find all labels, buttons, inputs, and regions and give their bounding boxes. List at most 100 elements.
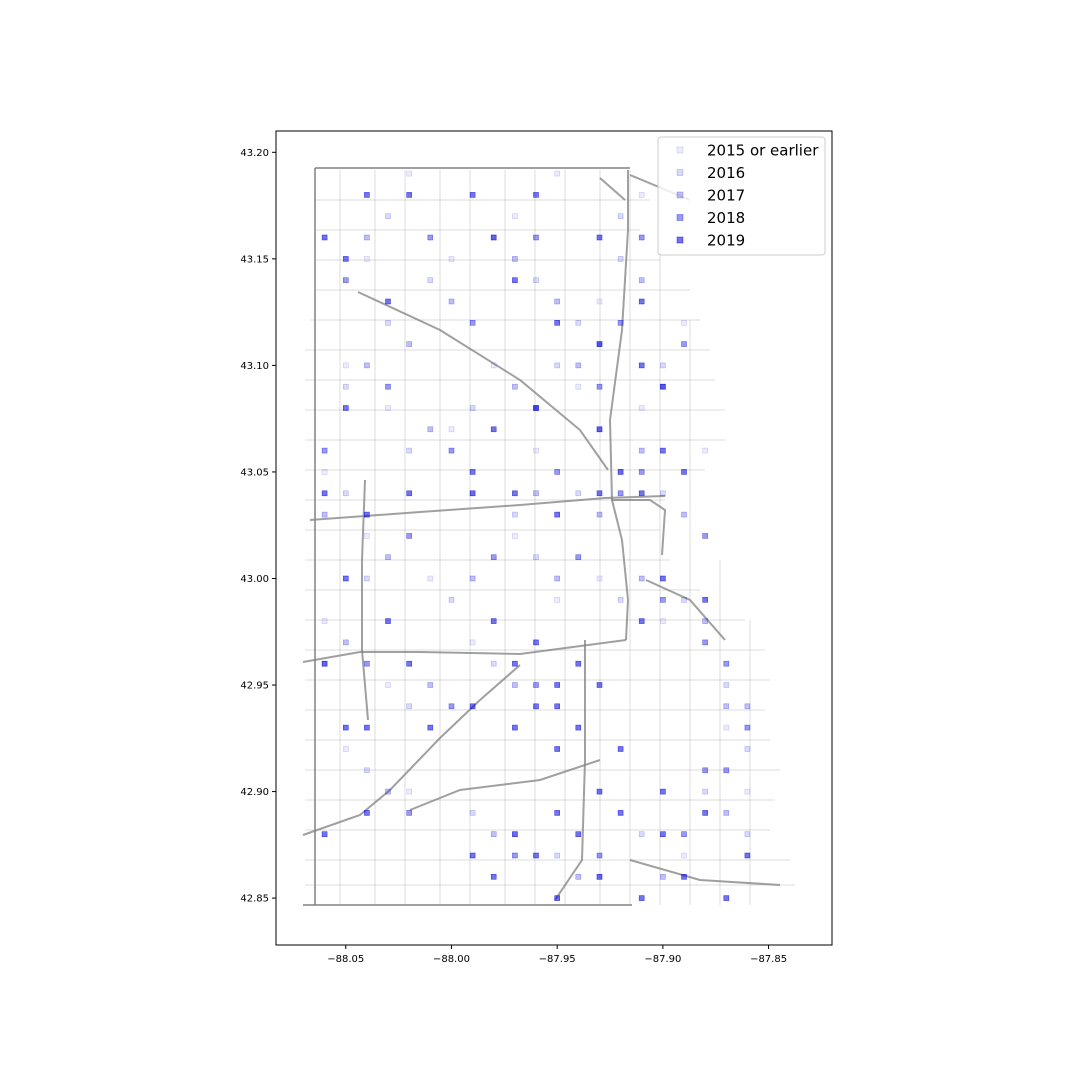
point-4-57: [638, 298, 645, 305]
point-1-18: [469, 810, 476, 816]
point-1-7: [448, 596, 455, 603]
point-2-28: [533, 490, 539, 497]
point-0-24: [681, 852, 687, 859]
point-2-22: [512, 256, 518, 262]
point-1-5: [660, 490, 666, 497]
point-3-7: [490, 554, 497, 561]
series-2: [321, 234, 751, 880]
point-4-49: [681, 469, 687, 475]
point-0-10: [596, 575, 603, 582]
point-4-30: [490, 873, 497, 880]
point-0-3: [490, 362, 497, 369]
point-0-15: [554, 596, 561, 603]
point-2-2: [512, 383, 518, 390]
point-4-37: [406, 490, 413, 497]
series-0: [321, 170, 751, 880]
point-1-20: [638, 831, 645, 838]
point-4-23: [660, 788, 666, 795]
point-4-26: [744, 852, 751, 859]
point-3-21: [469, 319, 476, 326]
point-4-64: [364, 192, 370, 198]
point-4-34: [364, 810, 370, 816]
point-0-1: [385, 405, 391, 411]
point-1-12: [406, 703, 413, 710]
point-2-4: [638, 447, 645, 454]
point-3-20: [681, 831, 687, 838]
point-4-69: [321, 490, 328, 497]
point-4-3: [575, 724, 582, 731]
series-1: [321, 213, 751, 859]
point-3-22: [533, 234, 539, 241]
point-0-20: [342, 746, 349, 752]
point-0-29: [406, 170, 413, 177]
point-4-32: [554, 895, 561, 901]
data-points: [321, 170, 751, 901]
point-4-47: [617, 469, 624, 475]
point-0-21: [406, 788, 413, 795]
plot-frame: [275, 130, 833, 946]
point-4-6: [512, 724, 518, 731]
x-axis: −88.05 −88.00 −87.95 −87.90 −87.85: [327, 945, 787, 965]
point-4-35: [385, 618, 391, 624]
point-4-28: [723, 895, 730, 901]
point-3-26: [681, 341, 687, 347]
legend-label: 2017: [707, 187, 745, 205]
point-2-9: [638, 575, 645, 582]
point-3-11: [364, 660, 370, 667]
point-1-0: [342, 383, 349, 390]
point-4-21: [617, 810, 624, 816]
point-0-2: [448, 426, 455, 433]
point-2-8: [554, 575, 561, 582]
point-4-4: [533, 703, 539, 710]
point-4-62: [342, 256, 349, 262]
x-tick-label: −88.05: [327, 954, 364, 965]
point-4-48: [660, 447, 666, 454]
point-4-9: [533, 639, 539, 646]
y-tick-label: 43.20: [240, 148, 269, 159]
point-0-14: [469, 639, 476, 646]
point-4-45: [469, 469, 476, 475]
point-2-11: [342, 639, 349, 646]
point-0-32: [681, 319, 687, 326]
point-2-25: [638, 277, 645, 284]
point-2-21: [448, 298, 455, 305]
point-3-27: [321, 447, 328, 454]
point-0-28: [364, 256, 370, 262]
point-1-26: [660, 362, 666, 369]
legend-marker: [676, 236, 684, 244]
point-0-17: [702, 447, 709, 454]
point-4-44: [490, 426, 497, 433]
point-4-46: [596, 426, 603, 433]
point-1-32: [533, 277, 539, 284]
point-4-51: [638, 362, 645, 369]
point-4-36: [364, 511, 370, 518]
point-4-24: [681, 873, 687, 880]
point-1-21: [427, 277, 434, 284]
point-1-3: [554, 362, 561, 369]
point-1-9: [617, 596, 624, 603]
point-4-60: [638, 618, 645, 624]
point-4-20: [575, 831, 582, 838]
point-3-24: [342, 277, 349, 284]
point-4-42: [638, 490, 645, 497]
point-3-31: [427, 234, 434, 241]
point-2-15: [744, 703, 751, 710]
point-4-17: [554, 810, 561, 816]
point-4-10: [490, 618, 497, 624]
x-tick-label: −87.90: [644, 954, 681, 965]
y-tick-label: 43.10: [240, 361, 269, 372]
point-1-16: [702, 788, 709, 795]
point-2-14: [723, 703, 730, 710]
point-4-41: [596, 490, 603, 497]
point-2-30: [406, 341, 413, 347]
point-0-13: [385, 682, 391, 688]
point-3-4: [638, 469, 645, 475]
point-2-19: [575, 873, 582, 880]
x-tick-label: −87.85: [750, 954, 787, 965]
road-network: [302, 167, 795, 906]
point-4-19: [512, 831, 518, 838]
point-1-30: [744, 831, 751, 838]
point-4-11: [512, 660, 518, 667]
point-1-25: [617, 256, 624, 262]
